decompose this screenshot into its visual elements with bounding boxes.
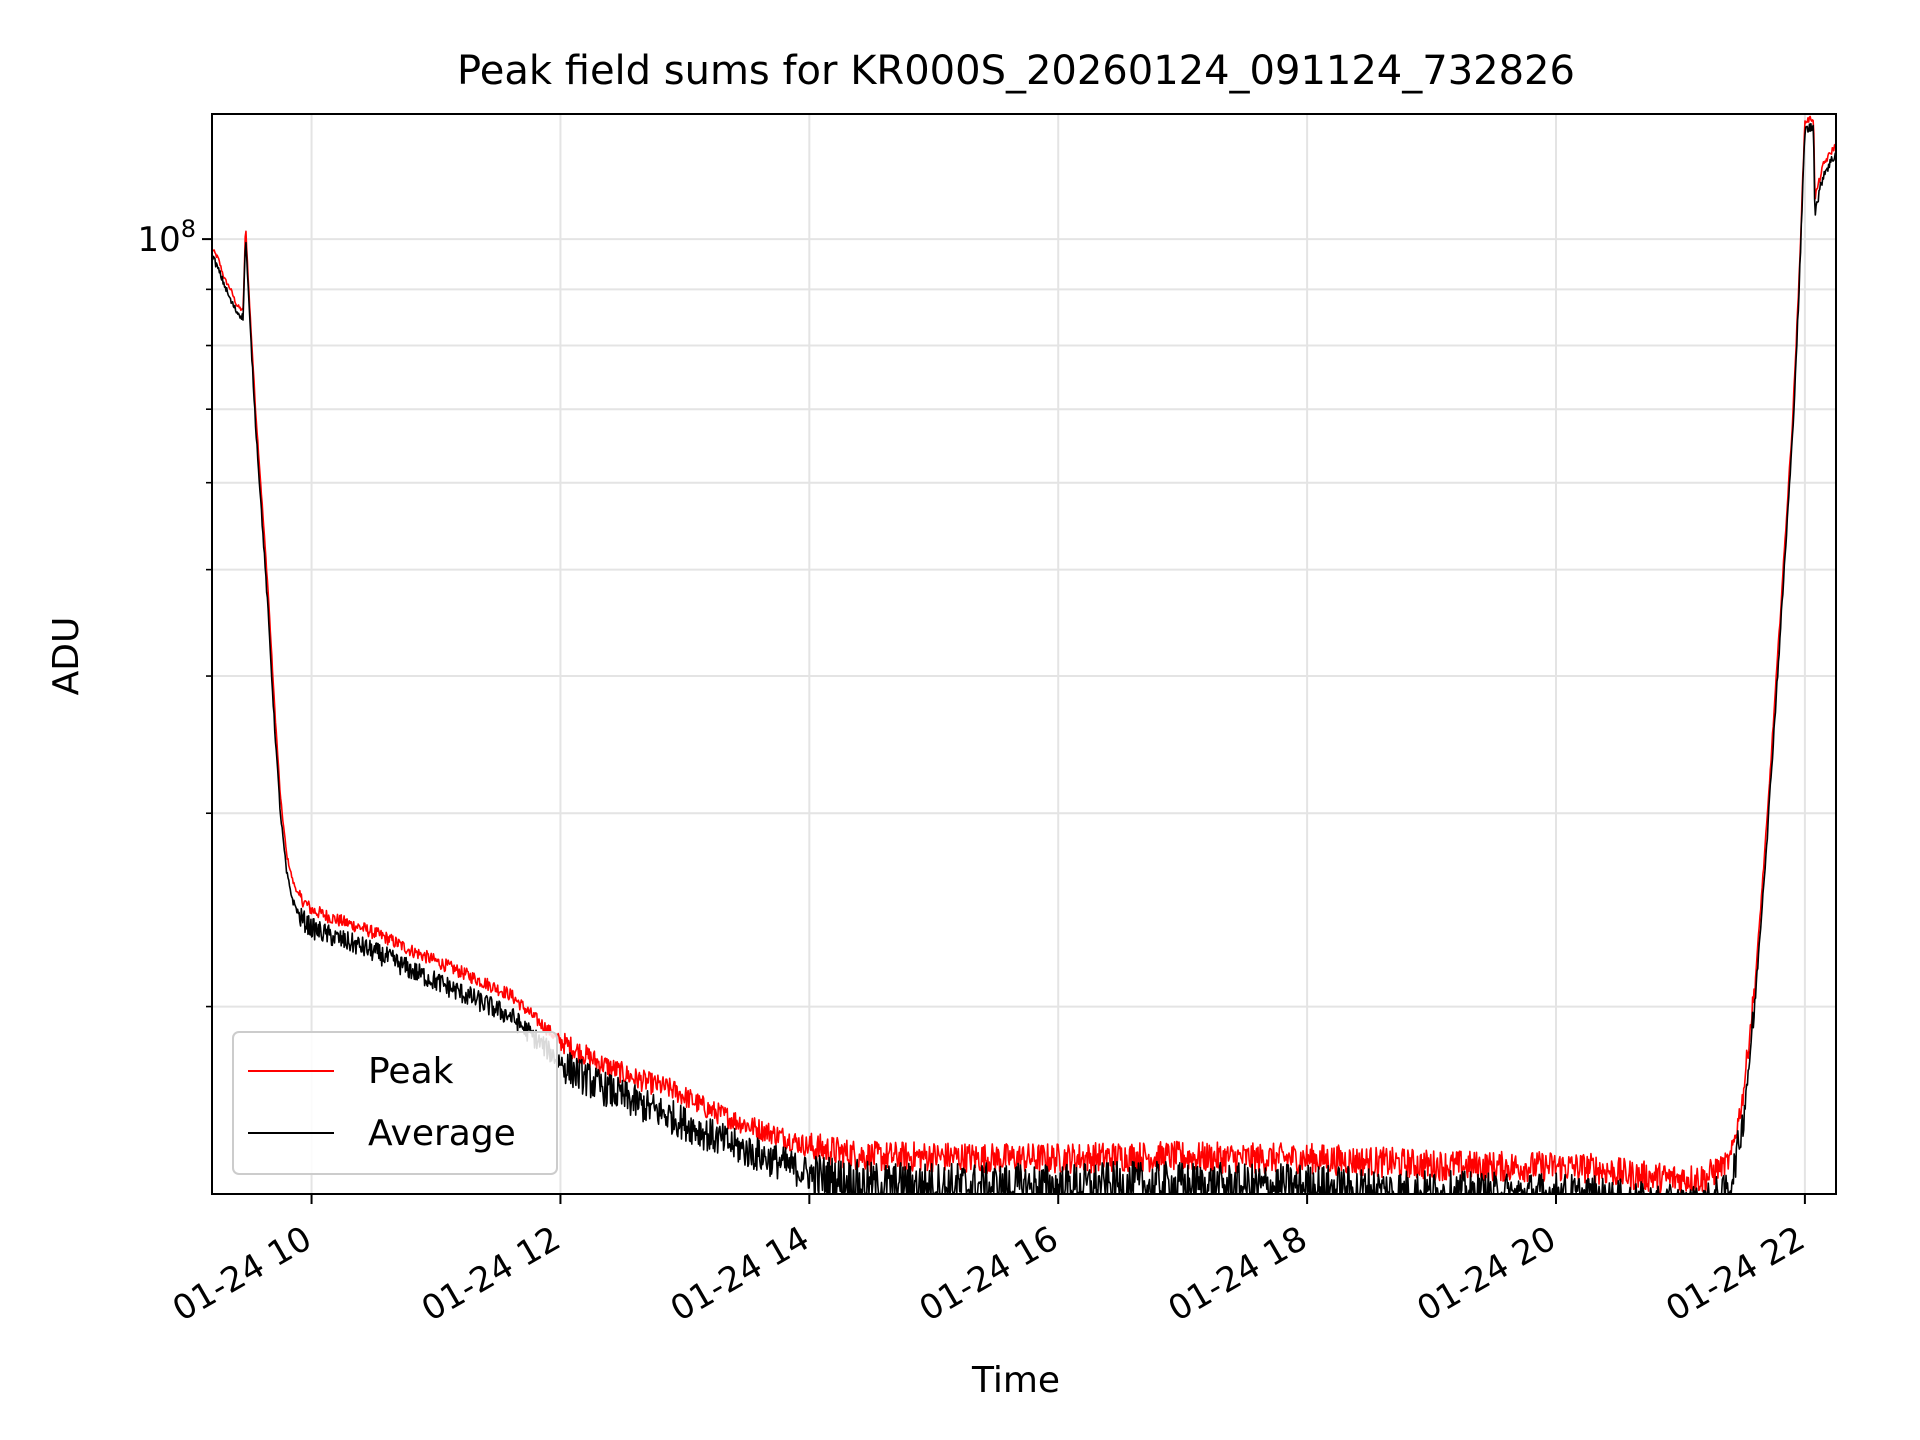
series-line-peak — [211, 115, 1837, 1195]
legend-label-peak: Peak — [368, 1051, 454, 1092]
series-layer — [211, 115, 1837, 1195]
y-tick-label: 108 — [137, 215, 196, 260]
chart-title: Peak field sums for KR000S_20260124_0911… — [457, 48, 1575, 94]
legend: Peak Average — [232, 1031, 558, 1175]
x-axis-label: Time — [971, 1360, 1060, 1401]
legend-label-average: Average — [368, 1113, 516, 1154]
series-line-average — [211, 122, 1837, 1195]
plot-area-frame — [211, 113, 1837, 1195]
legend-box — [232, 1031, 558, 1175]
y-axis-label: ADU — [46, 617, 87, 696]
